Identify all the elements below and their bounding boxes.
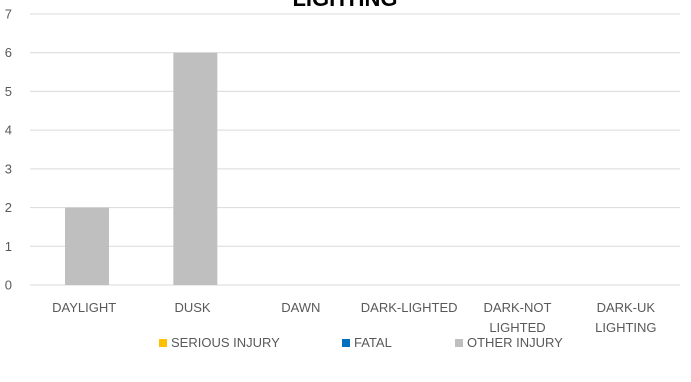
gridlines (30, 13, 680, 286)
y-tick-label: 4 (5, 123, 12, 138)
y-tick-label: 6 (5, 45, 12, 60)
x-tick-label-line: DUSK (174, 300, 210, 315)
x-tick-label: DARK-NOT LIGHTED (484, 300, 552, 335)
legend-label: SERIOUS INJURY (171, 335, 280, 350)
y-tick-label: 5 (5, 84, 12, 99)
y-tick-label: 3 (5, 161, 12, 176)
x-tick-label-line: DARK-UK (597, 300, 656, 315)
x-tick-label: DUSK (174, 300, 210, 315)
legend: SERIOUS INJURY FATAL OTHER INJURY (0, 335, 691, 351)
x-tick-label: DARK-UK LIGHTING (595, 300, 656, 335)
x-tick-label-line: DAYLIGHT (52, 300, 116, 315)
bars (65, 52, 218, 285)
legend-swatch (455, 338, 463, 347)
x-tick-label-line: DAWN (281, 300, 320, 315)
x-tick-label-line: LIGHTING (595, 320, 656, 335)
legend-label: FATAL (354, 335, 392, 350)
bar-other-injury (173, 52, 218, 285)
y-tick-label: 0 (5, 278, 12, 293)
legend-item: FATAL (342, 335, 392, 350)
x-tick-label-line: DARK-NOT (484, 300, 552, 315)
legend-swatch (342, 338, 350, 347)
legend-item: SERIOUS INJURY (159, 335, 280, 350)
x-axis-ticks: DAYLIGHT DUSK DAWN DARK-LIGHTED DARK-NOT LIGH… (52, 300, 656, 335)
y-tick-label: 2 (5, 200, 12, 215)
y-tick-label: 7 (5, 7, 12, 22)
legend-label: OTHER INJURY (467, 335, 563, 350)
y-axis-ticks: 0 1 2 3 4 5 6 7 (5, 7, 12, 293)
x-tick-label: DAYLIGHT (52, 300, 116, 315)
chart-title: LIGHTING (292, 0, 397, 11)
x-tick-label-line: LIGHTED (489, 320, 545, 335)
x-tick-label-line: DARK-LIGHTED (361, 300, 458, 315)
legend-swatch (159, 338, 167, 347)
y-tick-label: 1 (5, 239, 12, 254)
legend-item: OTHER INJURY (455, 335, 563, 350)
x-tick-label: DARK-LIGHTED (361, 300, 458, 315)
bar-other-injury (65, 207, 109, 285)
x-tick-label: DAWN (281, 300, 320, 315)
